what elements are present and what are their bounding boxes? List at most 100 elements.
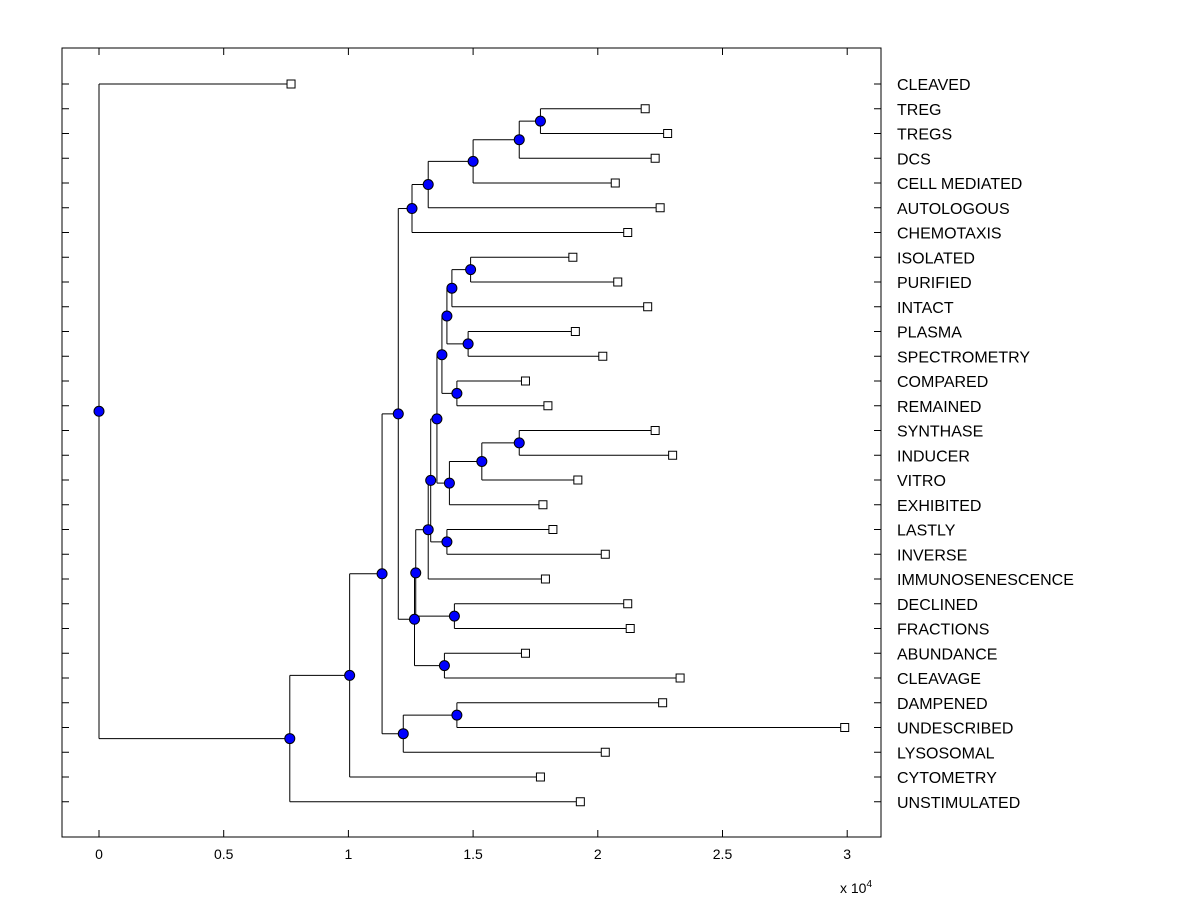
leaf-marker — [623, 599, 633, 609]
leaf-marker — [658, 698, 668, 708]
leaf-label: DCS — [897, 151, 931, 168]
x-tick-label: 0.5 — [214, 846, 234, 862]
leaf-marker — [655, 203, 665, 213]
merge-node — [441, 536, 453, 548]
merge-node — [465, 264, 477, 276]
leaf-label: CYTOMETRY — [897, 770, 997, 787]
leaf-marker — [640, 104, 650, 114]
dendrogram-branches — [98, 83, 845, 803]
merge-node — [476, 455, 488, 467]
x-axis-ticks: 0 0.5 1 1.5 2 2.5 3 — [95, 48, 851, 862]
leaf-label: CLEAVAGE — [897, 671, 981, 688]
leaf-marker — [840, 723, 850, 732]
leaf-label: INTACT — [897, 300, 954, 317]
leaf-label: PLASMA — [897, 325, 962, 342]
merge-node — [451, 709, 463, 721]
leaf-label: REMAINED — [897, 399, 981, 416]
leaf-marker — [600, 549, 610, 559]
leaf-marker — [543, 401, 553, 411]
merge-node — [462, 338, 474, 350]
merge-node — [443, 477, 455, 489]
merge-node — [284, 733, 296, 745]
leaf-marker — [668, 450, 678, 460]
merge-node — [397, 728, 409, 740]
x-tick-label: 0 — [95, 846, 103, 862]
leaf-label: VITRO — [897, 473, 946, 490]
left-tick-marks — [62, 83, 881, 803]
x-tick-label: 1.5 — [463, 846, 483, 862]
leaf-label: FRACTIONS — [897, 622, 989, 639]
leaf-label: CELL MEDIATED — [897, 176, 1022, 193]
leaf-label: UNSTIMULATED — [897, 795, 1020, 812]
leaf-marker — [570, 327, 580, 336]
leaf-marker — [650, 153, 660, 163]
merge-node-markers — [93, 115, 546, 745]
leaf-marker — [610, 178, 620, 188]
merge-node — [431, 413, 443, 425]
leaf-marker — [623, 228, 633, 237]
leaf-label: SPECTROMETRY — [897, 349, 1030, 366]
leaf-label: LASTLY — [897, 523, 956, 540]
x-tick-label: 3 — [843, 846, 851, 862]
merge-node — [534, 115, 546, 127]
merge-node — [448, 610, 460, 622]
leaf-labels: CLEAVED TREG TREGS DCS CELL MEDIATED AUTOLOGO… — [897, 77, 1074, 812]
leaf-marker — [568, 252, 578, 262]
leaf-label: CLEAVED — [897, 77, 971, 94]
merge-node — [392, 408, 404, 420]
merge-node — [446, 282, 458, 294]
leaf-label: ABUNDANCE — [897, 646, 997, 663]
leaf-marker — [575, 797, 585, 807]
merge-node — [408, 613, 420, 625]
merge-node — [513, 437, 525, 449]
leaf-label: TREGS — [897, 127, 952, 144]
leaf-label: ISOLATED — [897, 250, 975, 267]
leaf-marker — [675, 673, 685, 683]
leaf-marker — [625, 624, 635, 633]
leaf-marker — [613, 277, 623, 287]
leaf-marker — [538, 500, 548, 510]
leaf-label: AUTOLOGOUS — [897, 201, 1010, 218]
leaf-marker — [573, 475, 583, 485]
leaf-marker — [286, 79, 296, 89]
merge-node — [467, 155, 479, 167]
leaf-marker — [643, 302, 653, 312]
x-axis-exponent-label: x 104 — [840, 879, 872, 896]
merge-node — [425, 474, 437, 486]
leaf-label: DAMPENED — [897, 696, 988, 713]
leaf-label: CHEMOTAXIS — [897, 226, 1002, 243]
leaf-marker — [650, 426, 660, 435]
merge-node — [513, 134, 525, 146]
merge-node — [436, 349, 448, 361]
leaf-marker — [663, 129, 673, 138]
merge-node — [376, 568, 388, 580]
leaf-marker — [598, 351, 608, 361]
x-tick-label: 2.5 — [713, 846, 733, 862]
leaf-label: SYNTHASE — [897, 424, 983, 441]
leaf-label: INVERSE — [897, 547, 967, 564]
leaf-label: PURIFIED — [897, 275, 972, 292]
plot-frame — [61, 47, 882, 838]
merge-node — [441, 310, 453, 322]
x-tick-label: 2 — [594, 846, 602, 862]
leaf-marker — [520, 376, 530, 386]
leaf-label: DECLINED — [897, 597, 978, 614]
merge-node — [438, 660, 450, 672]
leaf-marker — [540, 574, 550, 584]
leaf-label: IMMUNOSENESCENCE — [897, 572, 1074, 589]
leaf-marker — [600, 747, 610, 757]
merge-node — [406, 203, 418, 215]
x-tick-label: 1 — [345, 846, 353, 862]
leaf-label: LYSOSOMAL — [897, 745, 995, 762]
leaf-label: INDUCER — [897, 448, 970, 465]
merge-node — [93, 405, 105, 417]
leaf-marker — [535, 772, 545, 782]
merge-node — [410, 567, 422, 579]
leaf-label: UNDESCRIBED — [897, 721, 1013, 738]
leaf-marker — [548, 525, 558, 534]
merge-node — [422, 179, 434, 191]
merge-node — [451, 387, 463, 399]
leaf-markers — [286, 79, 850, 807]
leaf-marker — [520, 648, 530, 658]
